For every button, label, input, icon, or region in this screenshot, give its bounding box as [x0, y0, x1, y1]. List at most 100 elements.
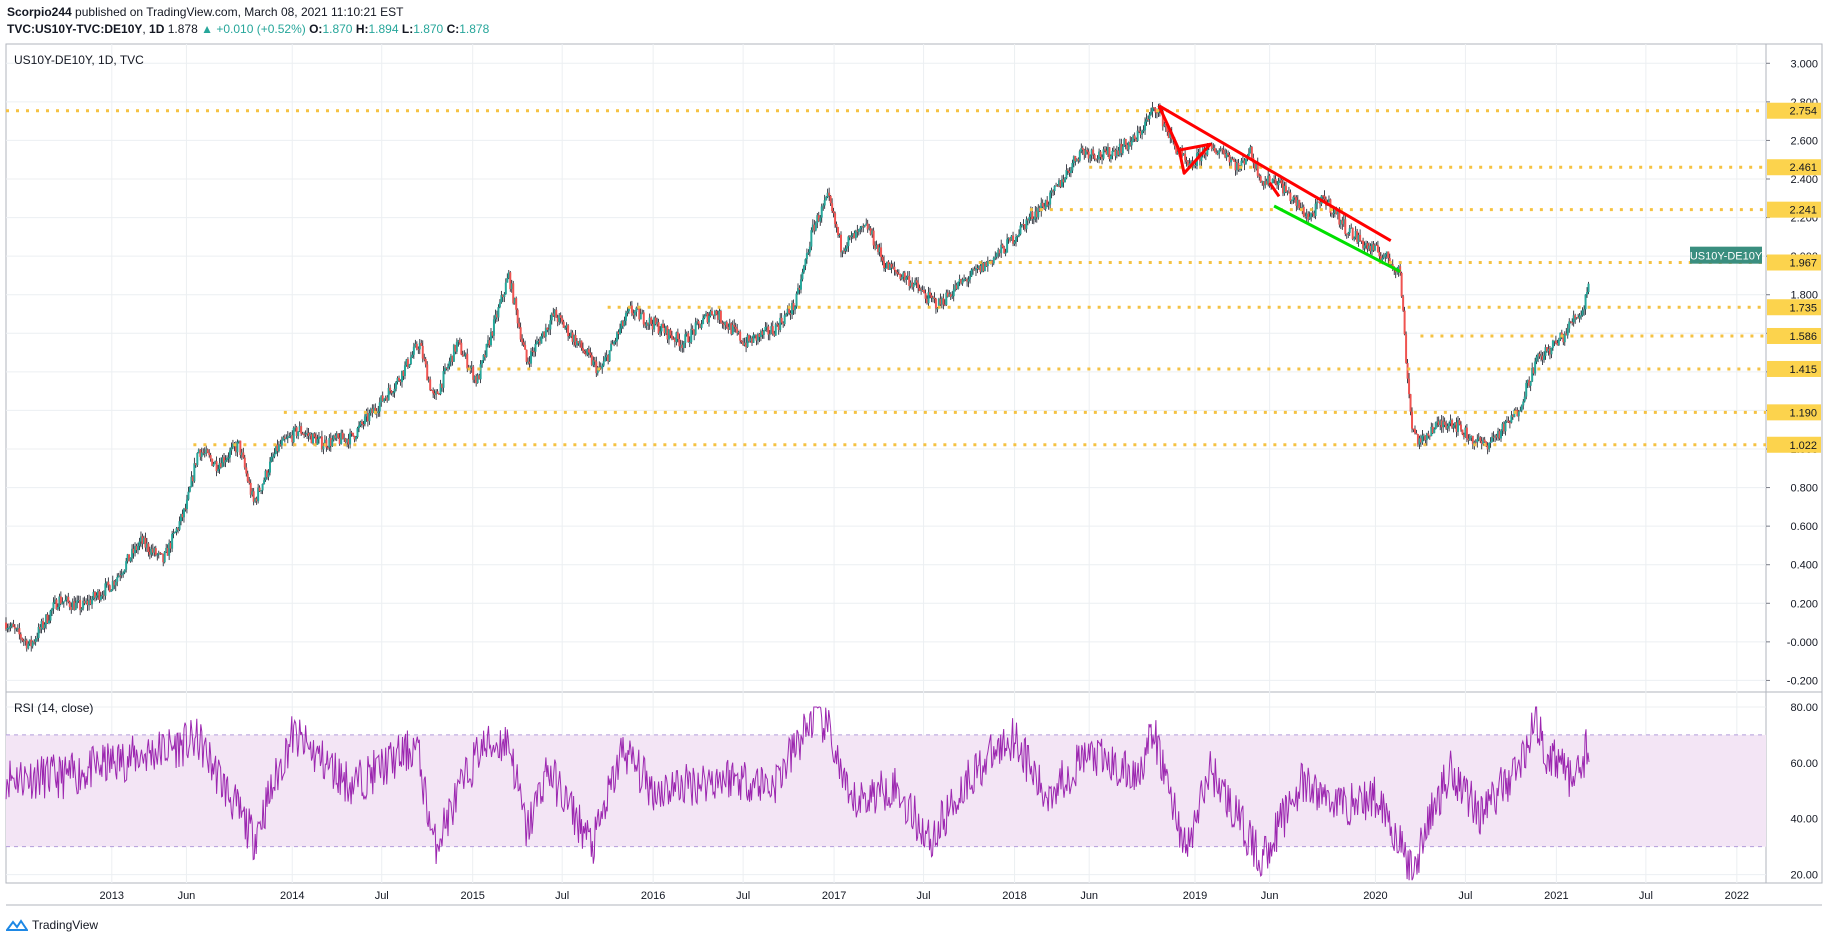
candle-down	[1538, 353, 1541, 357]
candle-up	[608, 350, 611, 362]
x-tick-label: 2015	[460, 890, 484, 902]
candle-up	[1144, 121, 1147, 131]
candle-up	[1504, 421, 1507, 432]
candles	[5, 101, 1590, 652]
candle-down	[533, 351, 535, 353]
tradingview-logo-icon[interactable]	[6, 918, 28, 932]
tradingview-brand[interactable]: TradingView	[32, 918, 99, 932]
level-price-badge	[1767, 102, 1821, 119]
y-tick-label: 0.400	[1790, 560, 1818, 572]
candle-up	[808, 246, 811, 253]
candle-up	[912, 283, 915, 288]
candle-up	[1452, 425, 1455, 428]
candle-down	[1222, 149, 1225, 154]
candle-up	[759, 331, 762, 337]
candle-up	[294, 427, 297, 429]
candle-up	[1348, 228, 1351, 233]
candle-down	[1031, 211, 1034, 220]
candle-down	[1215, 152, 1218, 155]
candle-down	[1167, 131, 1170, 138]
author-name[interactable]: Scorpio244	[7, 5, 72, 19]
candle-up	[648, 317, 651, 325]
candle-up	[1188, 163, 1191, 166]
candle-down	[162, 553, 165, 563]
candle-down	[209, 455, 212, 459]
candle-down	[577, 341, 580, 344]
candle-up	[851, 233, 854, 236]
candle-up	[359, 421, 362, 426]
candle-up	[64, 599, 67, 602]
candle-down	[672, 338, 675, 340]
candle-down	[666, 326, 669, 340]
candle-up	[120, 574, 123, 576]
candle-up	[1148, 114, 1151, 120]
candle-down	[590, 355, 593, 365]
candle-down	[767, 326, 770, 335]
candle-up	[292, 427, 295, 443]
level-price-badge	[1767, 436, 1821, 453]
candle-down	[202, 452, 205, 454]
candle-up	[203, 452, 206, 454]
candle-down	[719, 310, 722, 323]
candle-up	[1553, 340, 1556, 342]
candle-up	[1491, 436, 1494, 442]
candle-down	[249, 482, 252, 495]
candle-up	[992, 257, 995, 264]
candle-up	[785, 313, 788, 316]
candle-up	[49, 610, 52, 621]
candle-up	[997, 249, 1000, 254]
candle-up	[312, 433, 315, 444]
candle-up	[770, 326, 773, 334]
level-price-badge	[1767, 254, 1821, 271]
candle-down	[329, 438, 332, 447]
candle-up	[906, 275, 909, 278]
candle-up	[357, 425, 360, 429]
candle-down	[1341, 220, 1344, 225]
candle-down	[1237, 162, 1240, 170]
candle-up	[61, 602, 64, 604]
candle-up	[418, 342, 421, 350]
candle-down	[1210, 144, 1213, 149]
candle-down	[730, 323, 733, 335]
candle-up	[1236, 162, 1239, 171]
candle-up	[1071, 163, 1074, 171]
candle-up	[1040, 202, 1043, 212]
footer: TradingView	[6, 918, 98, 932]
candle-down	[512, 283, 515, 304]
candle-up	[309, 434, 312, 436]
candle-up	[393, 388, 396, 393]
candle-up	[165, 547, 168, 553]
candle-up	[1519, 410, 1522, 412]
candle-up	[601, 365, 604, 369]
candle-down	[915, 280, 918, 283]
candle-up	[36, 637, 39, 640]
candle-up	[251, 491, 254, 495]
candle-down	[25, 640, 28, 649]
candle-up	[1130, 140, 1133, 146]
candle-up	[810, 230, 813, 247]
level-price-label: 2.461	[1789, 162, 1817, 174]
candle-up	[76, 600, 79, 603]
candle-down	[1077, 158, 1080, 161]
level-price-label: 1.190	[1789, 407, 1817, 419]
y-tick-label: -0.000	[1787, 637, 1818, 649]
y-tick-label: 1.800	[1790, 290, 1818, 302]
candle-up	[860, 225, 863, 228]
candle-down	[991, 260, 994, 264]
candle-down	[460, 342, 463, 355]
candle-down	[899, 273, 902, 279]
candle-up	[470, 366, 473, 368]
candle-down	[1074, 156, 1077, 162]
candle-down	[5, 622, 7, 630]
candle-down	[748, 335, 751, 342]
candle-down	[1375, 244, 1378, 246]
y-tick-label: 3.000	[1790, 58, 1818, 70]
candle-down	[426, 364, 429, 381]
candle-down	[436, 391, 439, 394]
candle-down	[362, 424, 365, 426]
candle-up	[660, 323, 663, 332]
candle-up	[1327, 199, 1330, 203]
candle-up	[178, 521, 181, 530]
candle-up	[34, 639, 37, 643]
